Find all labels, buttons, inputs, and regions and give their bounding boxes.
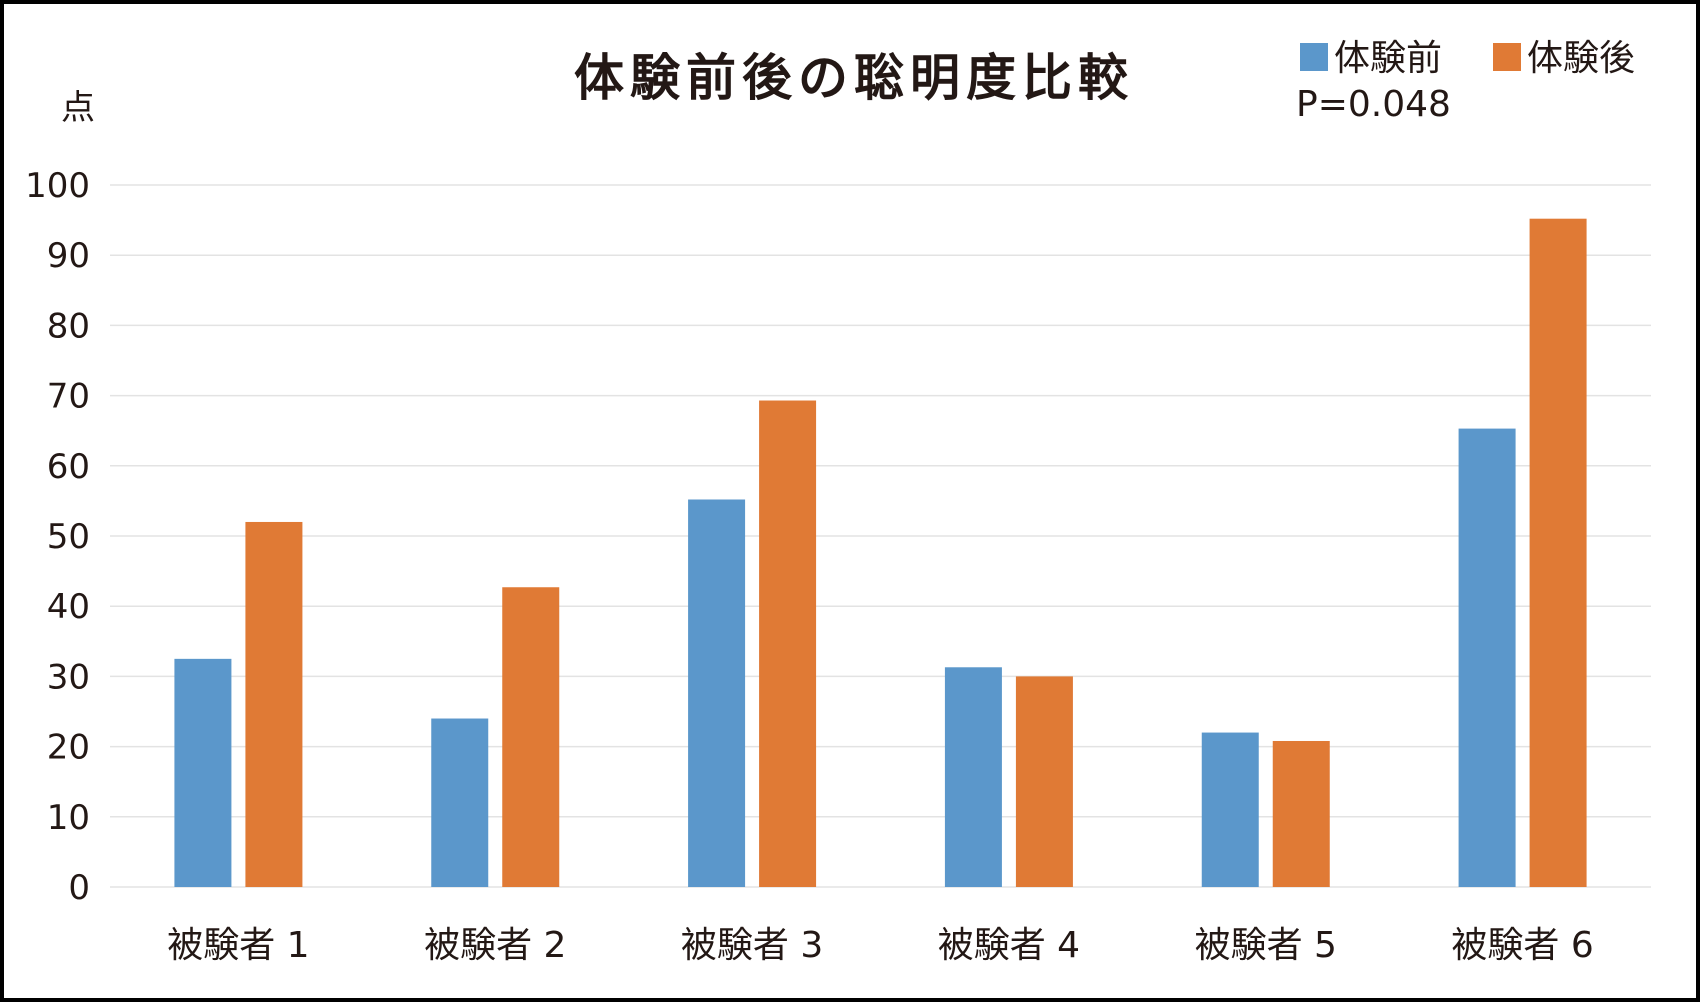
chart-title: 体験前後の聡明度比較 — [574, 49, 1134, 107]
x-tick-label-1: 被験者 1 — [167, 925, 309, 966]
y-tick-label-0: 0 — [68, 868, 90, 908]
bar-after-subject-5 — [1272, 740, 1330, 887]
y-tick-label-80: 80 — [47, 306, 90, 346]
x-tick-label-3: 被験者 3 — [681, 925, 823, 966]
y-tick-label-60: 60 — [47, 447, 90, 487]
bar-before-subject-3 — [688, 499, 746, 887]
bar-after-subject-3 — [759, 400, 817, 887]
x-tick-label-5: 被験者 5 — [1195, 925, 1337, 966]
x-axis-ticks: 被験者 1 被験者 2 被験者 3 被験者 4 被験者 5 被験者 6 — [167, 925, 1594, 966]
bar-before-subject-5 — [1201, 732, 1259, 887]
y-axis-unit-label: 点 — [61, 88, 95, 128]
y-tick-label-50: 50 — [47, 517, 90, 557]
bar-chart: 体験前後の聡明度比較 点 0 10 20 30 40 50 60 70 80 90 100 被験者 … — [25, 38, 1651, 966]
y-tick-label-30: 30 — [47, 657, 90, 697]
bar-after-subject-6 — [1529, 218, 1587, 888]
gridlines — [110, 184, 1651, 888]
y-tick-label-20: 20 — [47, 728, 90, 768]
y-tick-label-90: 90 — [47, 236, 90, 276]
bar-before-subject-6 — [1458, 428, 1516, 887]
bar-before-subject-4 — [944, 667, 1002, 887]
bar-after-subject-1 — [245, 521, 303, 887]
x-tick-label-4: 被験者 4 — [938, 925, 1080, 966]
p-value-annotation: P=0.048 — [1296, 84, 1451, 125]
legend-label-after: 体験後 — [1527, 38, 1635, 79]
bar-before-subject-2 — [431, 718, 489, 887]
bars — [174, 218, 1587, 888]
bar-after-subject-2 — [502, 587, 560, 887]
y-tick-label-100: 100 — [25, 166, 90, 206]
legend-label-before: 体験前 — [1334, 38, 1442, 79]
x-tick-label-2: 被験者 2 — [424, 925, 566, 966]
bar-before-subject-1 — [174, 658, 232, 887]
legend-swatch-after — [1493, 43, 1521, 71]
y-tick-label-10: 10 — [47, 798, 90, 838]
bar-after-subject-4 — [1015, 676, 1073, 887]
y-tick-label-70: 70 — [47, 377, 90, 417]
y-axis-ticks: 0 10 20 30 40 50 60 70 80 90 100 — [25, 166, 90, 908]
y-tick-label-40: 40 — [47, 587, 90, 627]
legend-swatch-before — [1300, 43, 1328, 71]
legend: 体験前 体験後 — [1300, 38, 1635, 79]
x-tick-label-6: 被験者 6 — [1451, 925, 1593, 966]
